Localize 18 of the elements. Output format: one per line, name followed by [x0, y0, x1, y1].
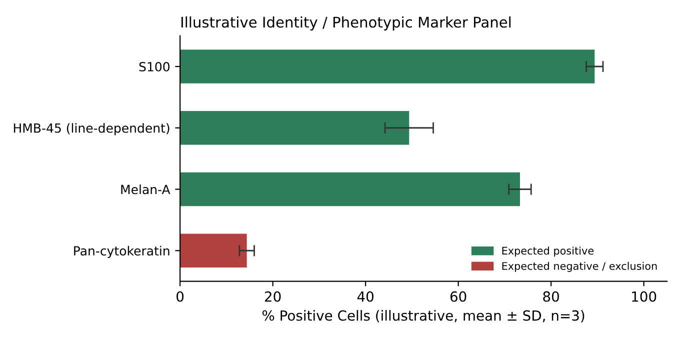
- bar: [180, 50, 595, 84]
- x-tick-label: 60: [450, 291, 466, 302]
- legend-label: Expected positive: [502, 246, 594, 257]
- y-tick-label: Pan-cytokeratin: [74, 246, 170, 258]
- y-tick-label: S100: [139, 62, 170, 72]
- x-tick-label: 0: [176, 291, 184, 302]
- x-tick-label: 20: [264, 291, 281, 302]
- chart-title: Illustrative Identity / Phenotypic Marker Panel: [181, 16, 511, 31]
- bar: [180, 234, 247, 268]
- x-axis-title: % Positive Cells (illustrative, mean ± SD, n=3): [262, 310, 584, 322]
- y-tick-label: HMB-45 (line-dependent): [14, 123, 170, 136]
- bar: [180, 110, 410, 145]
- legend-label: Expected negative / exclusion: [502, 262, 657, 272]
- y-tick-label: Melan-A: [121, 184, 170, 194]
- bar: [180, 172, 520, 206]
- x-tick-label: 40: [357, 291, 374, 302]
- x-tick-label: 80: [543, 291, 559, 302]
- x-tick-label: 100: [632, 291, 656, 302]
